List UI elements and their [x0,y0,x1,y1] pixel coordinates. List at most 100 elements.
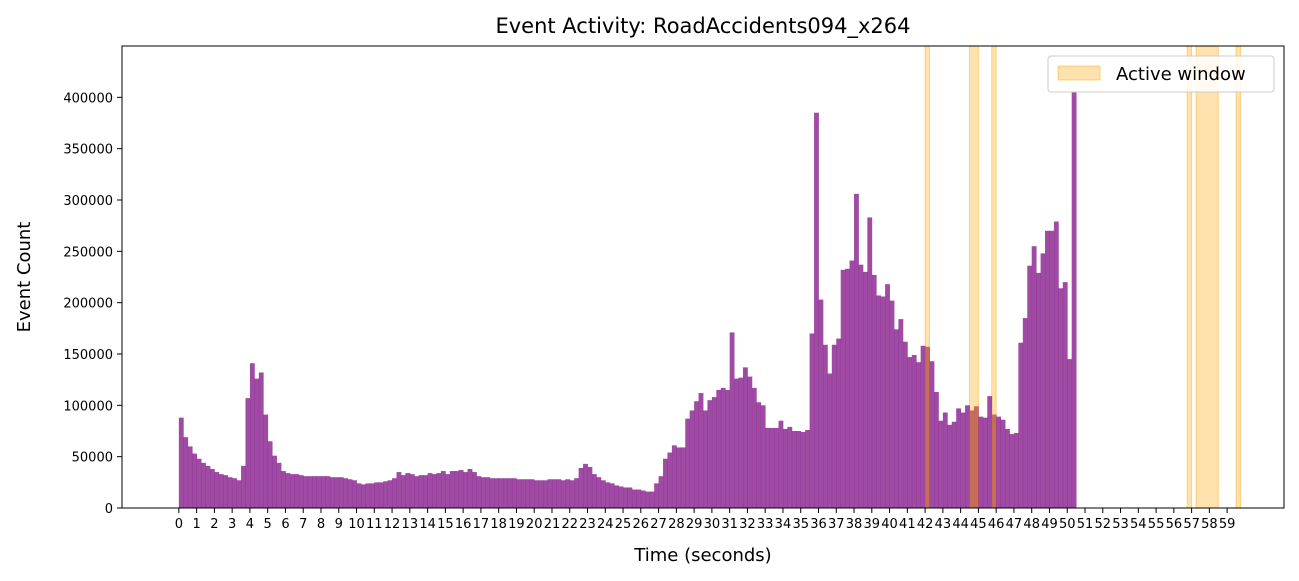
histogram-bar [432,474,437,508]
histogram-bar [365,483,371,508]
x-tick-label: 59 [1219,517,1236,532]
histogram-bar [547,479,553,508]
histogram-bar [671,445,677,508]
histogram-bar [645,491,651,508]
histogram-bar [489,478,495,508]
plot-frame [121,45,1285,509]
histogram-bar [543,480,548,508]
histogram-bar [880,296,886,508]
histogram-bar [551,479,557,508]
histogram-bar [889,300,895,508]
y-axis-label: Event Count [14,222,35,333]
histogram-bar [925,346,930,508]
histogram-bar [396,472,402,508]
histogram-bar [538,480,544,508]
y-tick-label: 350000 [63,143,113,158]
bars-layer [178,92,1077,509]
histogram-bar [902,341,908,508]
histogram-bar [458,470,464,508]
histogram-bar [822,344,828,508]
histogram-bar [178,417,184,508]
x-tick-label: 10 [348,517,365,532]
histogram-bar [405,473,411,508]
x-tick-label: 25 [615,517,632,532]
histogram-bar [769,427,775,508]
histogram-bar [720,387,726,508]
histogram-bar [480,477,486,508]
histogram-bar [658,476,664,508]
legend-label-active-window: Active window [1116,64,1246,85]
legend-box [1047,55,1275,93]
histogram-bar [534,480,540,508]
x-tick-label: 29 [686,517,703,532]
histogram-bar [982,417,988,508]
y-tick-label: 50000 [72,451,113,466]
histogram-bar [831,344,837,508]
histogram-bar [667,452,673,508]
histogram-bar [272,455,277,508]
y-tick-label: 200000 [63,297,113,312]
histogram-bar [192,453,198,508]
histogram-bar [507,478,513,508]
histogram-bar [183,437,189,508]
histogram-bar [449,471,455,508]
histogram-bar [929,361,935,508]
histogram-bar [236,480,242,508]
x-tick-label: 40 [881,517,898,532]
histogram-bar [680,447,686,508]
x-tick-label: 11 [366,517,383,532]
histogram-bar [787,426,793,508]
histogram-bar [920,345,926,508]
x-tick-label: 32 [739,517,756,532]
histogram-bar [707,400,713,508]
histogram-bar [623,487,628,508]
histogram-bar [383,481,389,508]
histogram-bar [818,299,824,508]
histogram-bar [587,466,593,508]
histogram-bar [1031,246,1037,508]
x-tick-label: 51 [1077,517,1094,532]
x-tick-label: 18 [490,517,507,532]
histogram-bar [583,463,588,508]
histogram-bar [525,479,531,508]
histogram-bar [729,332,735,508]
x-tick-label: 44 [952,517,969,532]
histogram-bar [591,474,597,508]
x-tick-label: 49 [1041,517,1058,532]
histogram-bar [427,473,433,508]
x-tick-label: 36 [810,517,827,532]
histogram-bar [858,264,864,508]
x-tick-label: 33 [757,517,774,532]
histogram-bar [916,362,922,508]
histogram-bar [996,416,1002,508]
histogram-bar [232,478,238,508]
x-tick-label: 26 [633,517,650,532]
histogram-bar [316,476,322,508]
histogram-bar [1027,265,1033,508]
histogram-bar [1018,342,1024,508]
active-window-span [1186,45,1193,509]
histogram-bar [885,284,890,508]
histogram-bar [774,427,779,508]
histogram-bar [285,473,291,508]
histogram-bar [1022,318,1028,508]
x-tick-label: 3 [228,517,236,532]
x-tick-label: 21 [544,517,561,532]
histogram-bar [498,478,504,508]
histogram-bar [423,475,429,508]
histogram-bar [791,431,797,508]
y-tick-label: 400000 [63,91,113,106]
histogram-bar [614,485,620,508]
histogram-bar [800,432,806,508]
histogram-bar [516,479,522,508]
x-tick-label: 24 [597,517,614,532]
histogram-bar [991,414,997,508]
histogram-bar [503,478,508,508]
histogram-bar [742,367,748,508]
histogram-bar [436,473,442,508]
x-tick-label: 45 [970,517,987,532]
histogram-bar [378,482,384,508]
x-tick-label: 52 [1094,517,1111,532]
histogram-bar [374,482,380,508]
histogram-bar [867,217,873,508]
